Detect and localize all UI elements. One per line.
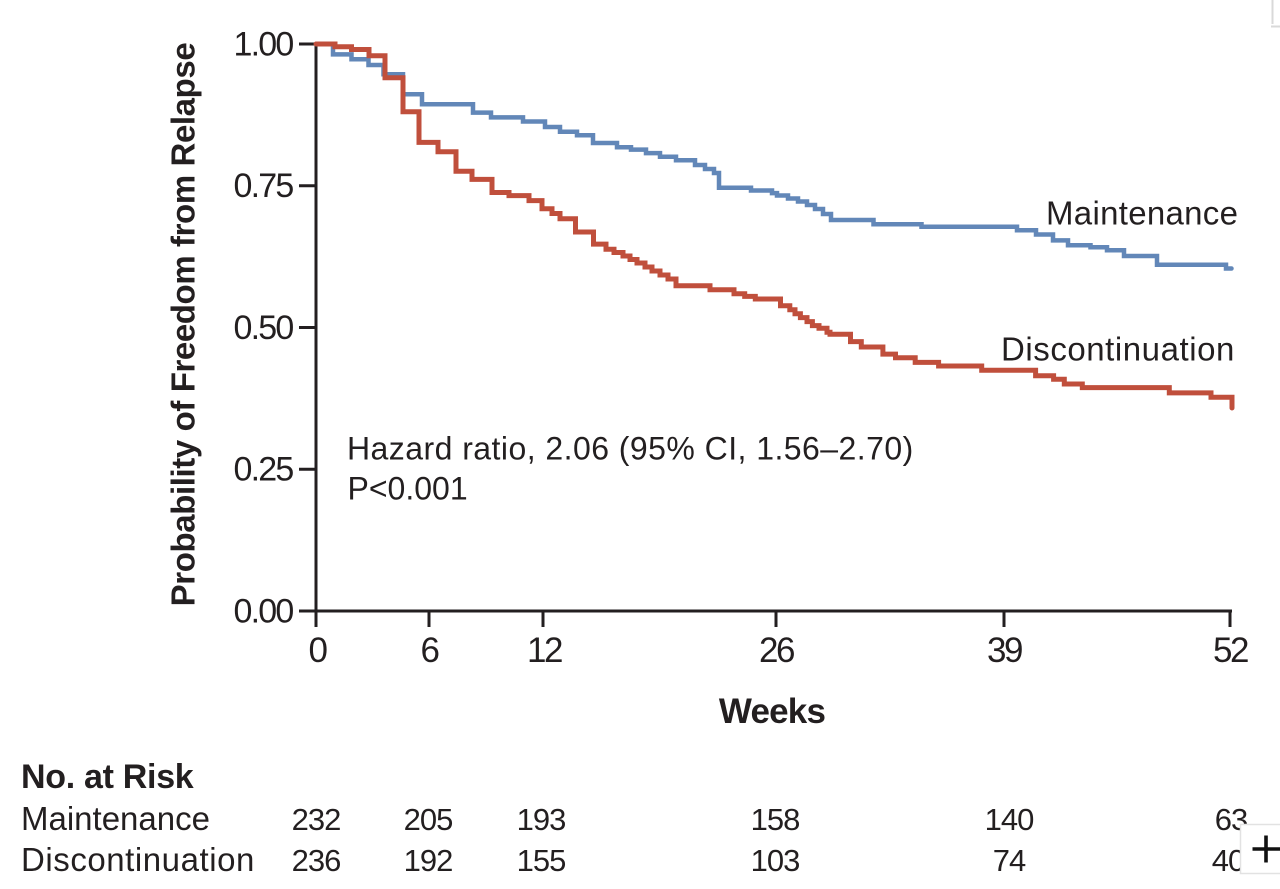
svg-text:0.25: 0.25 [234, 451, 294, 489]
svg-text:193: 193 [517, 802, 566, 837]
svg-text:103: 103 [751, 843, 800, 878]
svg-text:Maintenance: Maintenance [21, 800, 210, 837]
svg-text:0: 0 [309, 631, 328, 670]
svg-text:P<0.001: P<0.001 [348, 471, 468, 507]
svg-text:6: 6 [421, 631, 439, 670]
svg-text:39: 39 [987, 631, 1022, 670]
svg-text:0.75: 0.75 [234, 167, 294, 205]
svg-text:Discontinuation: Discontinuation [1001, 331, 1235, 368]
svg-text:236: 236 [292, 843, 341, 878]
svg-text:Discontinuation: Discontinuation [21, 841, 255, 878]
svg-text:192: 192 [404, 843, 453, 878]
svg-text:Hazard ratio, 2.06 (95% CI, 1.: Hazard ratio, 2.06 (95% CI, 1.56–2.70) [347, 431, 914, 467]
svg-text:232: 232 [292, 802, 341, 837]
svg-text:140: 140 [985, 802, 1034, 837]
svg-text:205: 205 [404, 802, 453, 837]
svg-text:26: 26 [759, 631, 794, 670]
svg-text:Probability of Freedom from Re: Probability of Freedom from Relapse [165, 43, 202, 607]
svg-text:Weeks: Weeks [719, 692, 826, 731]
svg-text:Maintenance: Maintenance [1046, 195, 1238, 232]
svg-text:74: 74 [993, 843, 1026, 878]
svg-text:158: 158 [751, 802, 800, 837]
svg-text:0.50: 0.50 [234, 309, 294, 347]
svg-text:12: 12 [527, 631, 562, 670]
svg-text:No. at Risk: No. at Risk [21, 758, 194, 796]
svg-text:1.00: 1.00 [234, 25, 294, 63]
svg-text:0.00: 0.00 [234, 592, 294, 630]
svg-text:52: 52 [1213, 631, 1248, 670]
svg-text:155: 155 [517, 843, 566, 878]
